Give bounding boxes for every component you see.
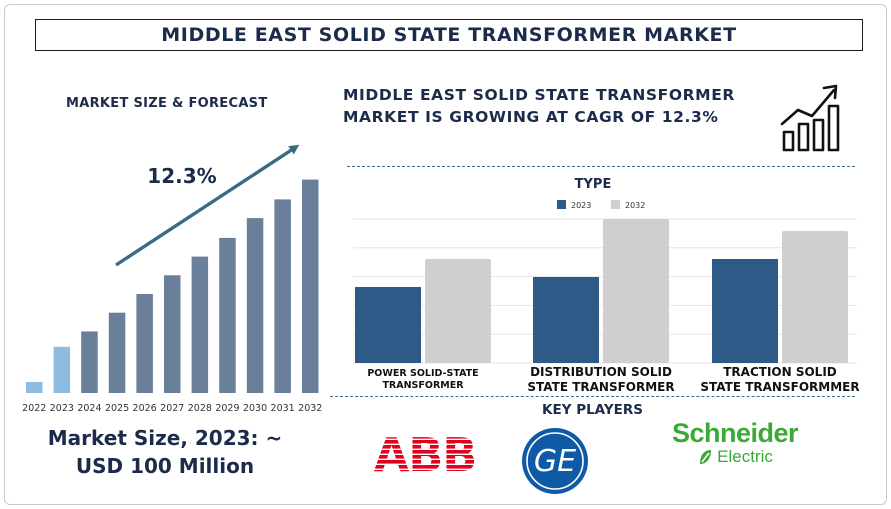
schneider-sub: Electric bbox=[717, 447, 773, 466]
type-category-label-line: STATE TRANSFORMMER bbox=[700, 380, 859, 394]
forecast-tick-label: 2022 bbox=[22, 403, 46, 414]
schneider-electric-logo: Schneider Electric bbox=[660, 418, 810, 466]
type-category-label-line: STATE TRANSFORMER bbox=[527, 380, 674, 394]
forecast-tick-label: 2031 bbox=[271, 403, 295, 414]
legend-label: 2023 bbox=[571, 201, 591, 210]
legend-label: 2032 bbox=[625, 201, 645, 210]
forecast-bar bbox=[191, 256, 209, 393]
forecast-bar bbox=[246, 218, 264, 393]
type-category-label: POWER SOLID-STATE TRANSFORMER bbox=[367, 368, 478, 391]
forecast-tick-label: 2025 bbox=[105, 403, 129, 414]
forecast-tick-label: 2026 bbox=[133, 403, 157, 414]
type-category-label: DISTRIBUTION SOLID STATE TRANSFORMER bbox=[527, 365, 674, 394]
type-category-label-line: DISTRIBUTION SOLID bbox=[530, 365, 672, 379]
title-box: MIDDLE EAST SOLID STATE TRANSFORMER MARK… bbox=[35, 19, 863, 51]
abb-logo-text: ABB bbox=[374, 430, 477, 474]
forecast-tick-label: 2023 bbox=[50, 403, 74, 414]
type-bar bbox=[533, 277, 599, 363]
forecast-bar bbox=[219, 237, 236, 393]
type-bar-chart: TYPE 2023 2032 POWER SOLID-STATE TRANSFORM… bbox=[353, 177, 860, 394]
forecast-bar bbox=[136, 294, 153, 393]
trend-chart-icon bbox=[780, 84, 840, 152]
infographic-frame bbox=[4, 4, 887, 505]
page-title: MIDDLE EAST SOLID STATE TRANSFORMER MARK… bbox=[161, 24, 737, 46]
type-category-label-line: POWER SOLID-STATE bbox=[367, 368, 478, 379]
type-category-label-line: TRANSFORMER bbox=[382, 380, 464, 391]
type-category-label-line: TRACTION SOLID bbox=[723, 365, 837, 379]
type-bar bbox=[712, 259, 778, 363]
type-bar bbox=[782, 231, 848, 363]
schneider-leaf-icon bbox=[700, 450, 712, 464]
abb-logo: ABB bbox=[374, 430, 477, 474]
forecast-tick-label: 2028 bbox=[188, 403, 212, 414]
legend-swatch bbox=[611, 200, 620, 209]
type-bar bbox=[603, 219, 669, 363]
forecast-bar bbox=[53, 346, 71, 393]
forecast-tick-label: 2024 bbox=[77, 403, 101, 414]
section-divider-bottom bbox=[330, 396, 855, 397]
forecast-trend-arrow bbox=[115, 144, 300, 267]
ge-monogram-icon: GE bbox=[534, 444, 576, 479]
forecast-tick-label: 2032 bbox=[298, 403, 322, 414]
type-bar bbox=[355, 287, 421, 363]
forecast-tick-label: 2030 bbox=[243, 403, 267, 414]
cagr-headline: MIDDLE EAST SOLID STATE TRANSFORMER MARK… bbox=[343, 86, 735, 126]
forecast-bar bbox=[108, 312, 126, 393]
forecast-tick-label: 2029 bbox=[215, 403, 239, 414]
forecast-bar bbox=[81, 331, 98, 393]
legend-swatch bbox=[557, 200, 566, 209]
ge-logo-text: GE bbox=[534, 444, 576, 479]
section-divider-top bbox=[347, 166, 855, 167]
type-bar bbox=[425, 259, 491, 363]
forecast-bar-chart: 12.3% 2022 2023 2024 2025 2026 2027 2028 2029 20… bbox=[22, 144, 322, 414]
forecast-bar bbox=[302, 179, 319, 393]
type-chart-title: TYPE bbox=[575, 177, 612, 192]
cagr-annotation: 12.3% bbox=[147, 164, 216, 188]
ge-logo: GE bbox=[522, 428, 588, 494]
key-players-title: KEY PLAYERS bbox=[542, 402, 643, 418]
market-size-text: Market Size, 2023: ~ USD 100 Million bbox=[47, 426, 283, 478]
forecast-bar bbox=[274, 199, 291, 393]
forecast-bar bbox=[164, 275, 181, 393]
schneider-name: Schneider bbox=[671, 418, 799, 448]
type-category-label: TRACTION SOLID STATE TRANSFORMMER bbox=[700, 365, 859, 394]
forecast-tick-label: 2027 bbox=[160, 403, 184, 414]
forecast-heading: MARKET SIZE & FORECAST bbox=[66, 96, 268, 111]
forecast-bar bbox=[26, 382, 43, 393]
